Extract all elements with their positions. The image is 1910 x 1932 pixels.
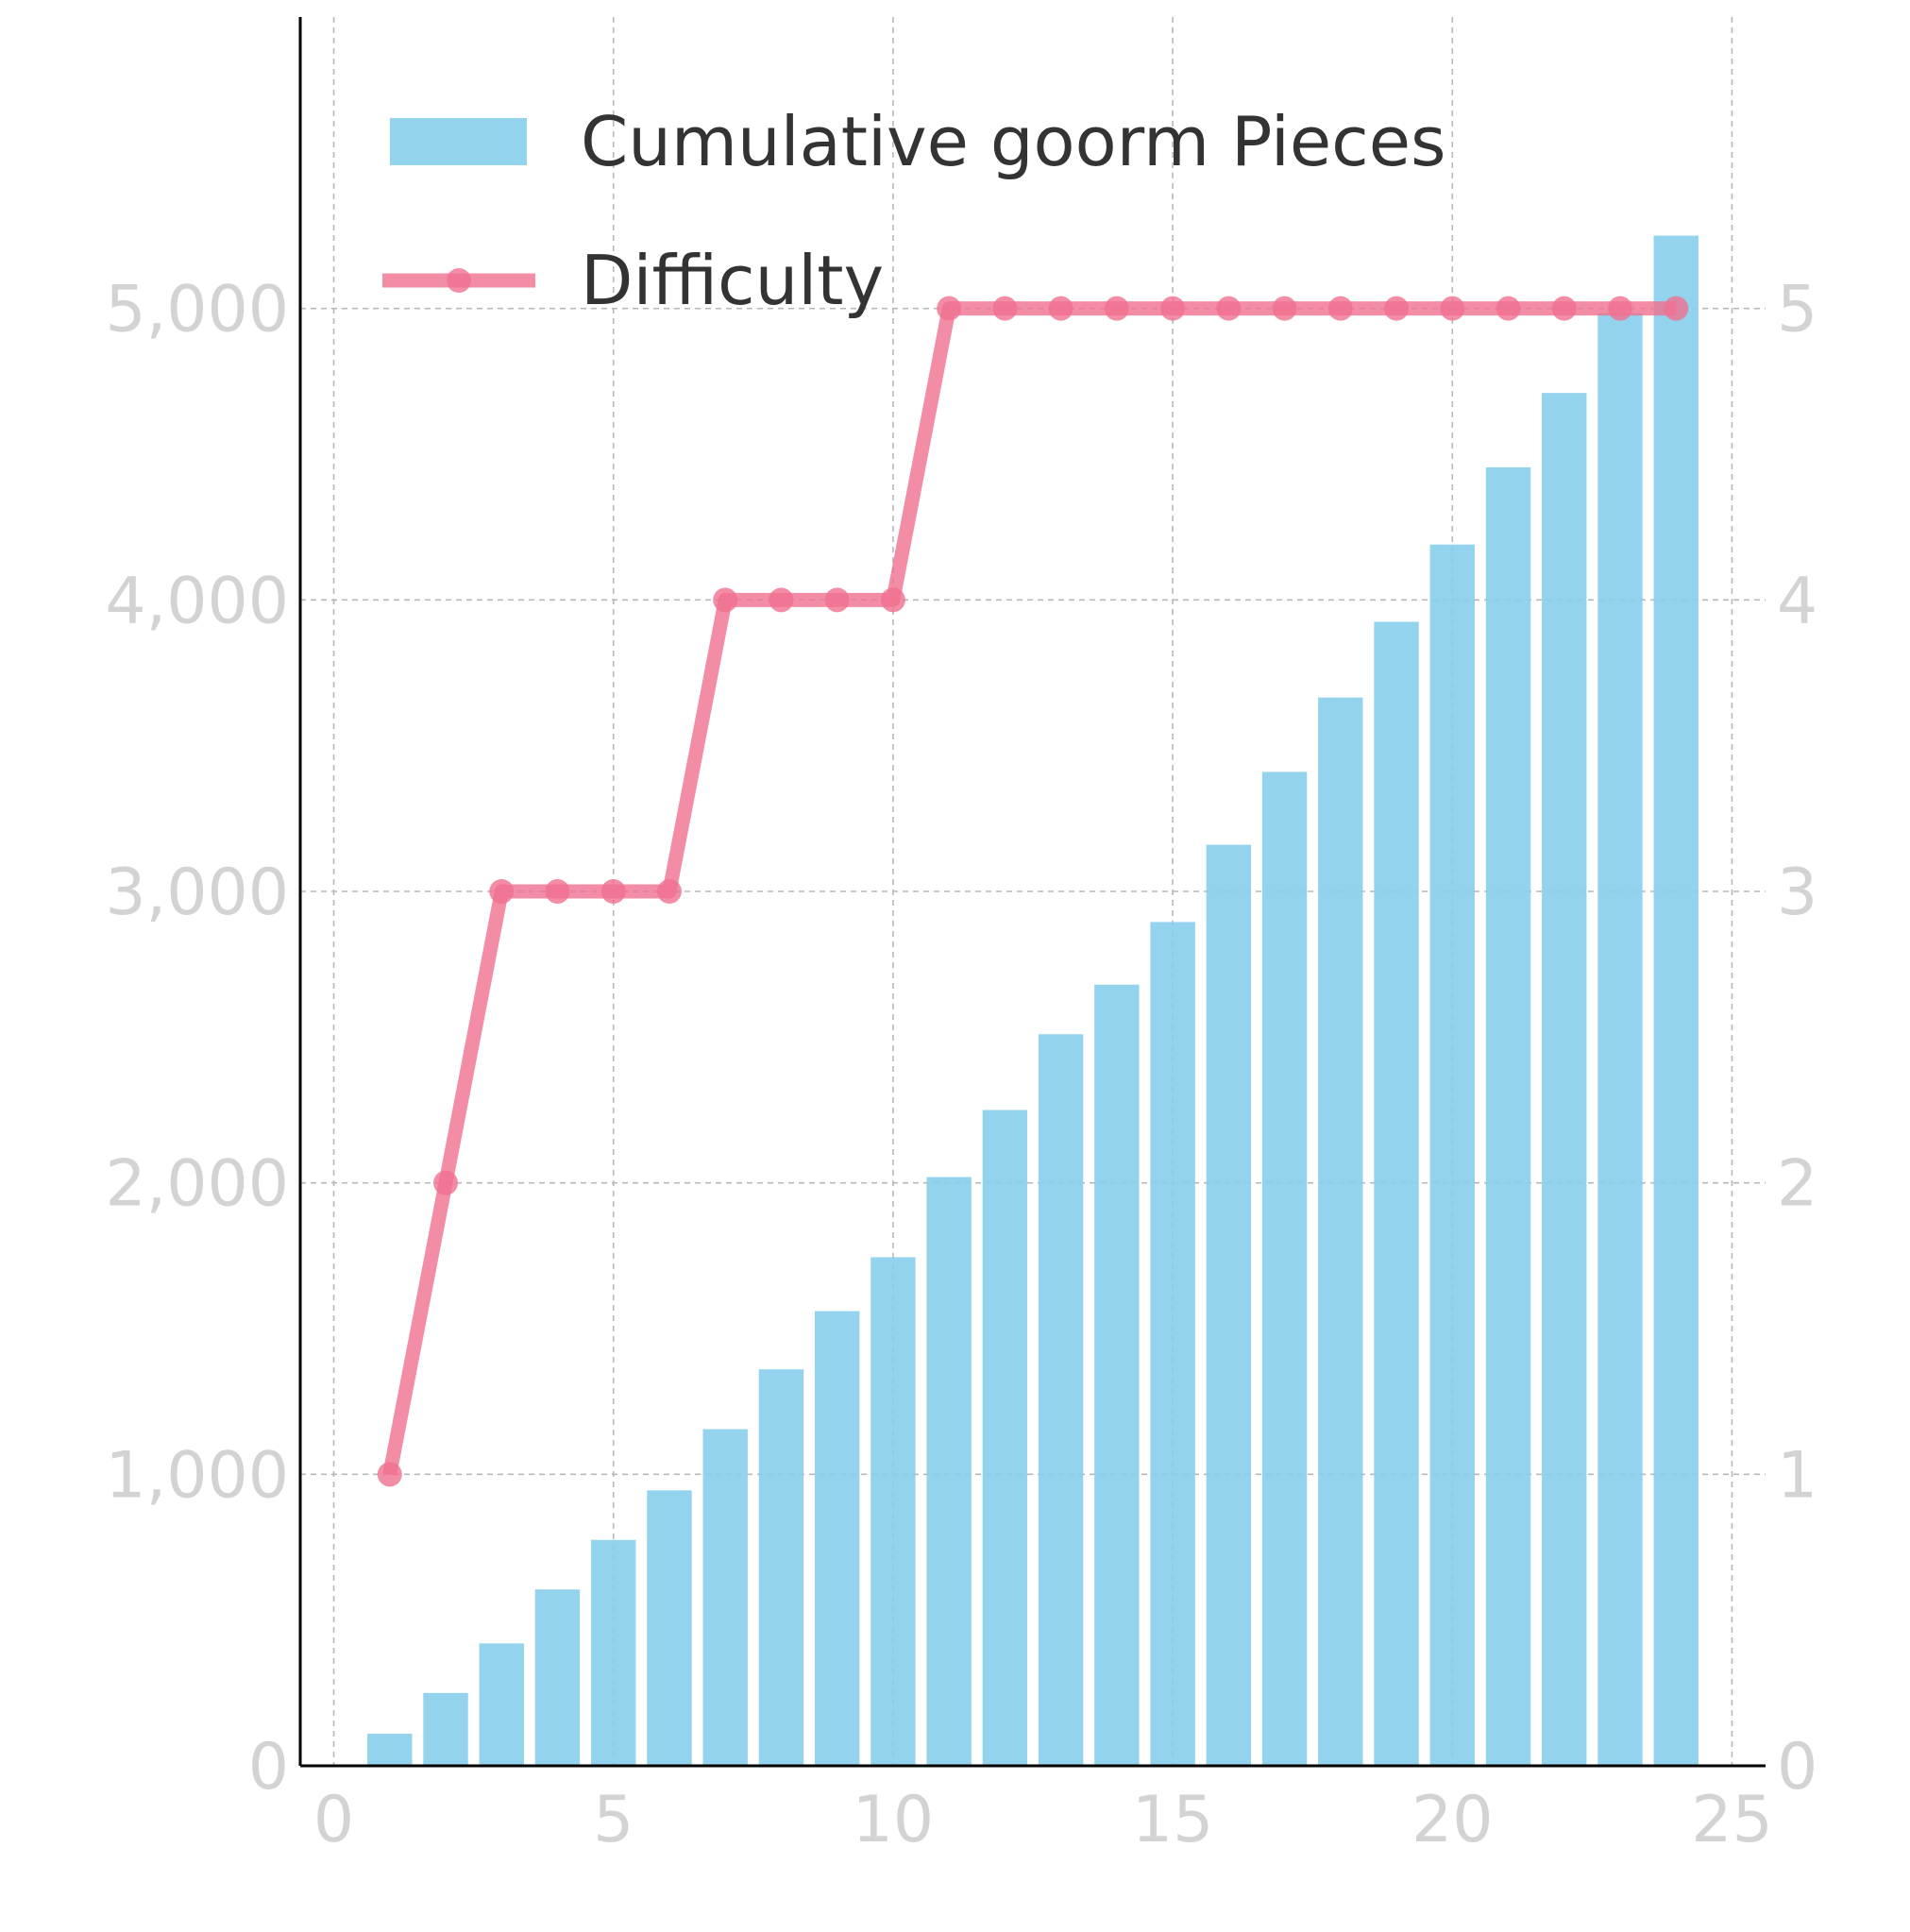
x-tick-label: 0 [313,1783,354,1857]
difficulty-point [1272,296,1297,321]
bar-series [367,235,1699,1767]
difficulty-point [433,1170,459,1195]
difficulty-point [1664,296,1689,321]
legend-line-marker [447,268,471,293]
y-right-tick-label: 2 [1777,1147,1817,1222]
y-right-tick-label: 0 [1777,1730,1817,1805]
difficulty-point [1440,296,1465,321]
y-left-tick-label: 4,000 [105,564,289,638]
bar [1261,771,1308,1766]
bar [1429,544,1475,1766]
legend-bar-label: Cumulative goorm Pieces [581,102,1446,181]
bar [814,1311,860,1766]
legend-line-label: Difficulty [581,241,884,320]
y-right-tick-label: 3 [1777,856,1817,930]
difficulty-point [713,587,738,613]
x-tick-label: 5 [593,1783,634,1857]
difficulty-point [1607,296,1632,321]
bar [982,1110,1028,1766]
difficulty-point [656,879,682,904]
y-left-tick-label: 0 [248,1730,289,1805]
difficulty-point [489,879,515,904]
bar [1206,844,1252,1766]
difficulty-point [1048,296,1073,321]
bar [1094,984,1140,1766]
bar [870,1257,916,1766]
bar [1485,466,1531,1766]
bar [479,1643,524,1766]
difficulty-point [880,587,905,613]
bar [1318,697,1363,1766]
y-right-tick-label: 1 [1777,1438,1817,1513]
bar [1597,313,1643,1767]
y-left-tick-label: 2,000 [105,1147,289,1222]
y-left-tick-label: 1,000 [105,1438,289,1513]
line-series [377,296,1689,1487]
difficulty-point [1327,296,1353,321]
difficulty-point [1551,296,1577,321]
bar [1038,1034,1084,1766]
bar [423,1692,468,1766]
legend-bar-swatch [390,118,527,165]
bar [1374,621,1419,1766]
difficulty-point [769,587,794,613]
bar [591,1539,636,1766]
bar [702,1429,748,1766]
bar [367,1734,413,1766]
difficulty-point [1160,296,1186,321]
difficulty-point [1496,296,1521,321]
difficulty-point [377,1462,402,1487]
bar [1150,922,1195,1766]
x-tick-label: 15 [1132,1783,1214,1857]
difficulty-point [937,296,962,321]
x-tick-label: 25 [1691,1783,1773,1857]
legend: Cumulative goorm Pieces Difficulty [382,102,1446,320]
difficulty-point [600,879,626,904]
difficulty-point [545,879,570,904]
bar [1542,393,1587,1767]
bar [647,1490,692,1766]
x-tick-label: 10 [853,1783,935,1857]
bar [758,1369,804,1766]
bar [1653,235,1699,1766]
difficulty-point [824,587,850,613]
y-right-tick-label: 4 [1777,564,1817,638]
y-left-tick-label: 3,000 [105,856,289,930]
y-left-tick-label: 5,000 [105,273,289,347]
axes [298,17,1766,1768]
difficulty-point [1104,296,1129,321]
bar [926,1177,972,1766]
x-tick-label: 20 [1411,1783,1494,1857]
bar [534,1589,581,1766]
tick-labels: 0 5 10 15 20 2501,0002,0003,0004,0005,0000123… [105,273,1817,1857]
difficulty-point [1216,296,1242,321]
difficulty-point [992,296,1018,321]
difficulty-point [1384,296,1410,321]
y-right-tick-label: 5 [1777,273,1817,347]
